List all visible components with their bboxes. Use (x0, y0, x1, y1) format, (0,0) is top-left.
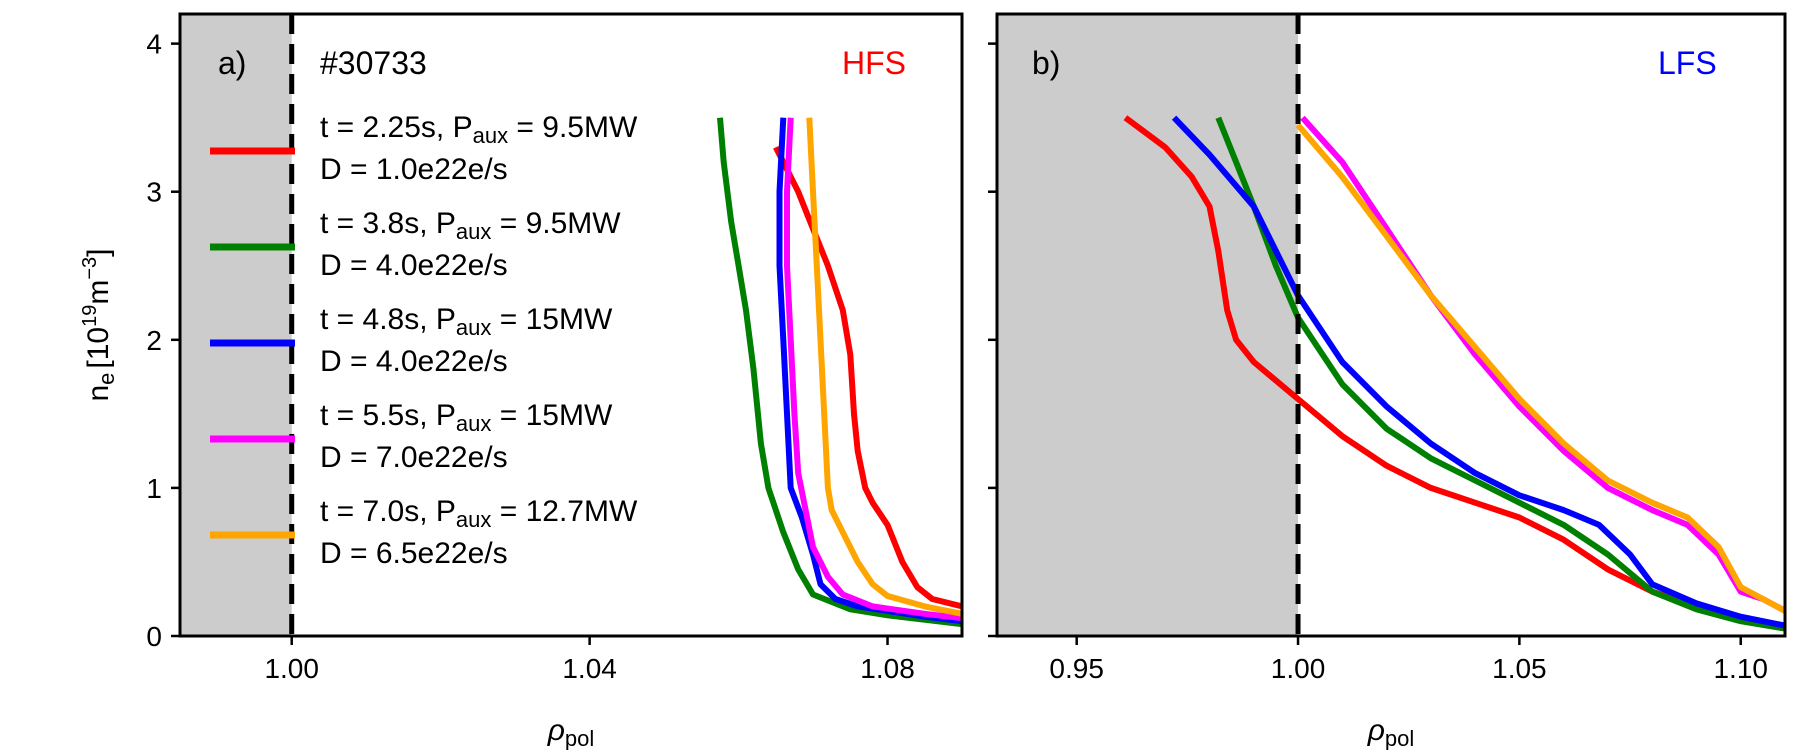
legend-entry-line1: t = 7.0s, Paux = 12.7MW (320, 495, 638, 532)
legend-entry-line2: D = 4.0e22e/s (320, 345, 508, 378)
y-tick-label: 2 (146, 325, 162, 356)
panel-label: b) (1032, 45, 1060, 81)
legend-entry-line1: t = 3.8s, Paux = 9.5MW (320, 207, 621, 244)
side-label: LFS (1658, 45, 1717, 81)
series-line-5 (806, 117, 962, 617)
shot-number: #30733 (320, 45, 427, 81)
x-axis-label: ρpol (1367, 714, 1415, 750)
legend-entry-line2: D = 6.5e22e/s (320, 537, 508, 570)
series-line-1 (773, 145, 962, 610)
legend-entry-line1: t = 2.25s, Paux = 9.5MW (320, 111, 638, 148)
series-line-5 (1295, 123, 1785, 614)
side-label: HFS (842, 45, 906, 81)
x-tick-label: 1.05 (1492, 653, 1547, 684)
panel-label: a) (218, 45, 246, 81)
legend-entry-line2: D = 1.0e22e/s (320, 153, 508, 186)
x-tick-label: 1.10 (1713, 653, 1768, 684)
legend-entry-line2: D = 4.0e22e/s (320, 249, 508, 282)
series-line-1 (1123, 115, 1785, 631)
legend-entry-line1: t = 4.8s, Paux = 15MW (320, 303, 613, 340)
legend-entry-line2: D = 7.0e22e/s (320, 441, 508, 474)
series-line-2 (717, 117, 962, 628)
legend: t = 2.25s, Paux = 9.5MW D = 1.0e22e/s t = … (210, 111, 638, 570)
x-tick-label: 1.08 (860, 653, 915, 684)
core-region-shading (180, 14, 292, 636)
series-line-3 (1171, 115, 1785, 629)
x-axis-label: ρpol (547, 714, 595, 750)
core-region-shading (997, 14, 1299, 636)
panel-a: 1.00 1.04 1.08 0 1 2 3 4 a) #30733 HFS t = 2.2… (79, 12, 964, 751)
y-tick-label: 4 (146, 29, 162, 60)
x-tick-label: 1.00 (1271, 653, 1326, 684)
legend-entry-line1: t = 5.5s, Paux = 15MW (320, 399, 613, 436)
y-tick-label: 1 (146, 473, 162, 504)
x-tick-label: 1.04 (562, 653, 617, 684)
x-tick-label: 1.00 (264, 653, 319, 684)
series-line-2 (1215, 116, 1785, 632)
series-line-3 (776, 117, 962, 625)
panel-b: 0.95 1.00 1.05 1.10 b) LFS ρpol (988, 12, 1787, 751)
x-tick-label: 0.95 (1049, 653, 1104, 684)
series-line-4 (784, 117, 962, 622)
y-tick-label: 3 (146, 177, 162, 208)
plot-frame (178, 12, 964, 638)
y-tick-label: 0 (146, 621, 162, 652)
plot-frame (995, 12, 1787, 638)
y-axis-label: ne[1019m−3] (79, 248, 119, 401)
series-line-4 (1300, 115, 1785, 614)
